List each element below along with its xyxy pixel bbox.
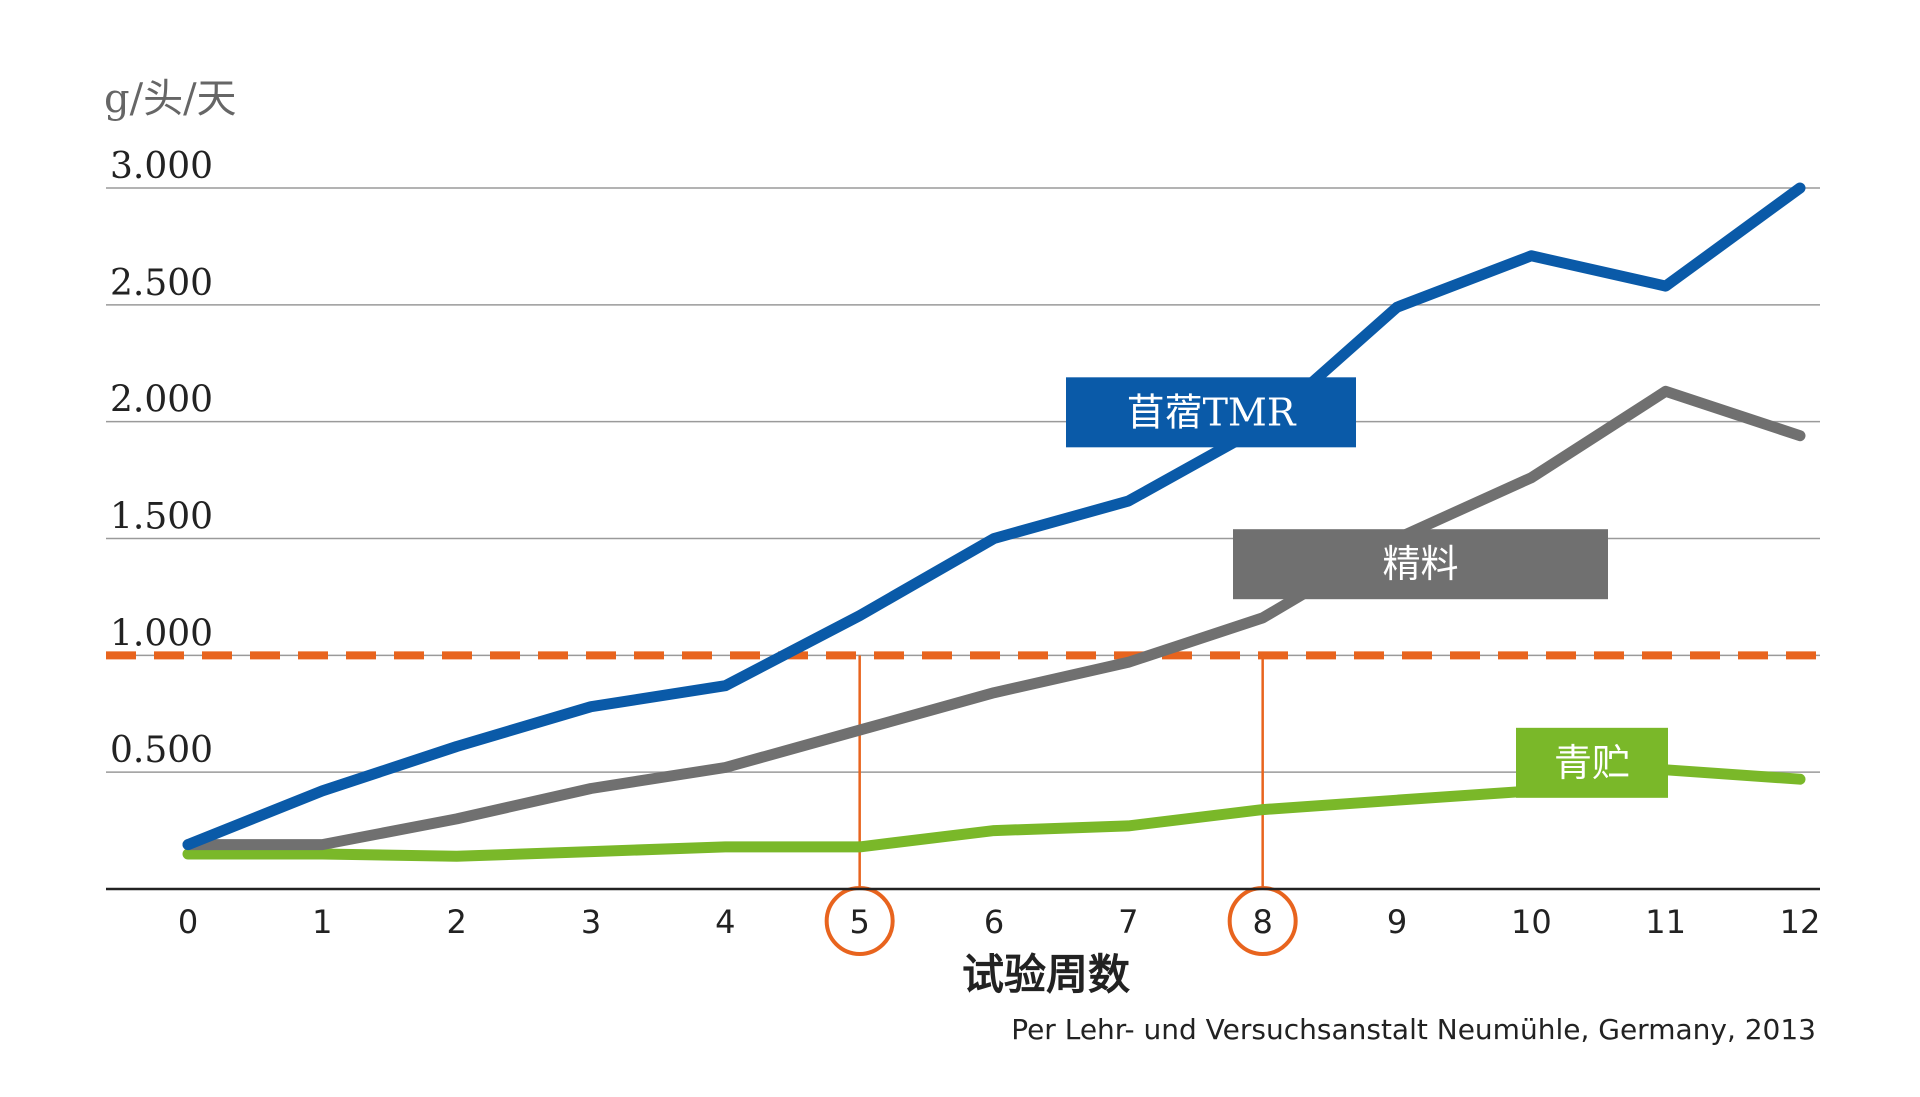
y-tick-label-4: 2.500: [110, 263, 213, 304]
x-tick-label-6: 6: [984, 903, 1004, 941]
series-line-1: [182, 385, 1806, 851]
y-tick-labels: 0.500 1.000 1.500 2.000 2.500 3.000: [110, 146, 213, 771]
y-tick-label-2: 1.500: [110, 497, 213, 538]
x-tick-label-5: 5: [849, 903, 869, 941]
x-tick-label-10: 10: [1511, 903, 1552, 941]
series-label-1: 精料: [1382, 542, 1458, 586]
series-label-box-1: [1233, 529, 1608, 600]
x-axis-title: 试验周数: [962, 950, 1130, 999]
x-tick-labels: 0 1 2 3 4 5 6 7 8 9 10 11 12: [178, 903, 1821, 941]
x-tick-label-9: 9: [1387, 903, 1407, 941]
series-label-box-0: [1066, 377, 1356, 448]
x-tick-label-3: 3: [581, 903, 601, 941]
x-tick-label-4: 4: [715, 903, 735, 941]
gridlines: [106, 187, 1820, 773]
series-label-box-2: [1516, 727, 1668, 798]
series-line-0: [182, 182, 1806, 851]
x-tick-label-7: 7: [1118, 903, 1138, 941]
x-tick-label-2: 2: [446, 903, 466, 941]
y-axis-unit: g/头/天: [104, 76, 237, 122]
source-note: Per Lehr- und Versuchsanstalt Neumühle, …: [1011, 1013, 1816, 1046]
y-tick-label-1: 1.000: [110, 613, 213, 654]
highlight-markers: [824, 655, 1298, 956]
series-label-2: 青贮: [1554, 741, 1630, 785]
y-tick-label-0: 0.500: [110, 730, 213, 771]
series-label-0: 苜蓿TMR: [1127, 390, 1297, 434]
x-tick-label-0: 0: [178, 903, 198, 941]
x-tick-label-12: 12: [1780, 903, 1821, 941]
x-tick-label-1: 1: [312, 903, 332, 941]
x-tick-label-11: 11: [1645, 903, 1686, 941]
y-tick-label-3: 2.000: [110, 380, 213, 421]
y-tick-label-5: 3.000: [110, 146, 213, 187]
x-tick-label-8: 8: [1252, 903, 1272, 941]
